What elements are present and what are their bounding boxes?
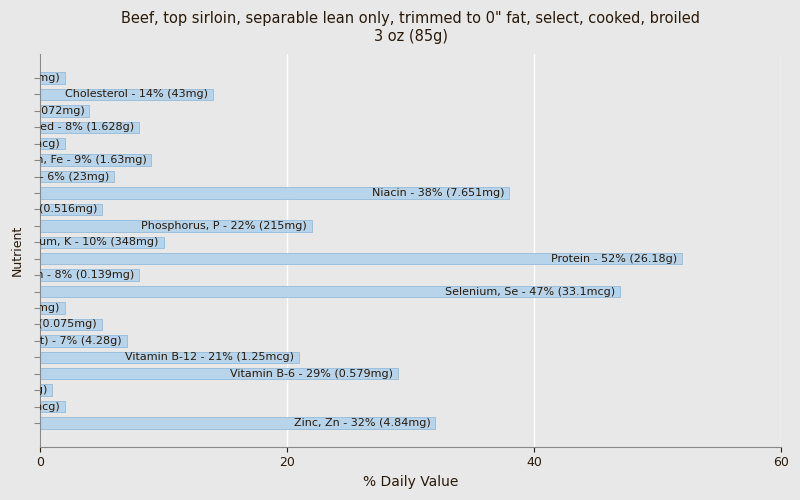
- Bar: [40, 318, 102, 330]
- Bar: [40, 368, 398, 380]
- Bar: [40, 270, 139, 281]
- Text: Total lipid (fat) - 7% (4.28g): Total lipid (fat) - 7% (4.28g): [0, 336, 122, 346]
- Bar: [40, 401, 65, 412]
- Bar: [40, 418, 435, 429]
- Bar: [40, 171, 114, 182]
- Text: Sodium, Na - 2% (56mg): Sodium, Na - 2% (56mg): [0, 303, 60, 313]
- Bar: [40, 204, 102, 215]
- Text: Copper, Cu - 4% (0.072mg): Copper, Cu - 4% (0.072mg): [0, 106, 85, 116]
- Text: Zinc, Zn - 32% (4.84mg): Zinc, Zn - 32% (4.84mg): [294, 418, 430, 428]
- Bar: [40, 220, 312, 232]
- Bar: [40, 286, 621, 298]
- Bar: [40, 122, 139, 133]
- Text: Iron, Fe - 9% (1.63mg): Iron, Fe - 9% (1.63mg): [22, 155, 146, 165]
- Text: Calcium, Ca - 2% (19mg): Calcium, Ca - 2% (19mg): [0, 73, 60, 83]
- Bar: [40, 72, 65, 84]
- X-axis label: % Daily Value: % Daily Value: [363, 475, 458, 489]
- Text: Vitamin B-12 - 21% (1.25mcg): Vitamin B-12 - 21% (1.25mcg): [126, 352, 294, 362]
- Text: Niacin - 38% (7.651mg): Niacin - 38% (7.651mg): [372, 188, 504, 198]
- Bar: [40, 236, 163, 248]
- Text: Magnesium, Mg - 6% (23mg): Magnesium, Mg - 6% (23mg): [0, 172, 110, 181]
- Bar: [40, 384, 53, 396]
- Text: Vitamin B-6 - 29% (0.579mg): Vitamin B-6 - 29% (0.579mg): [230, 368, 394, 378]
- Text: Protein - 52% (26.18g): Protein - 52% (26.18g): [551, 254, 678, 264]
- Text: Potassium, K - 10% (348mg): Potassium, K - 10% (348mg): [0, 238, 158, 248]
- Title: Beef, top sirloin, separable lean only, trimmed to 0" fat, select, cooked, broil: Beef, top sirloin, separable lean only, …: [121, 11, 700, 44]
- Text: Vitamin K (phylloquinone) - 2% (1.2mcg): Vitamin K (phylloquinone) - 2% (1.2mcg): [0, 402, 60, 411]
- Bar: [40, 302, 65, 314]
- Text: Selenium, Se - 47% (33.1mcg): Selenium, Se - 47% (33.1mcg): [446, 286, 615, 296]
- Text: Vitamin E (alpha-tocopherol) - 1% (0.33mg): Vitamin E (alpha-tocopherol) - 1% (0.33m…: [0, 385, 47, 395]
- Bar: [40, 187, 510, 198]
- Bar: [40, 352, 299, 363]
- Text: Pantothenic acid - 5% (0.516mg): Pantothenic acid - 5% (0.516mg): [0, 204, 97, 214]
- Y-axis label: Nutrient: Nutrient: [11, 225, 24, 276]
- Text: Phosphorus, P - 22% (215mg): Phosphorus, P - 22% (215mg): [141, 221, 306, 231]
- Text: Thiamin - 5% (0.075mg): Thiamin - 5% (0.075mg): [0, 320, 97, 330]
- Bar: [40, 105, 90, 117]
- Text: Fatty acids, total saturated - 8% (1.628g): Fatty acids, total saturated - 8% (1.628…: [0, 122, 134, 132]
- Bar: [40, 138, 65, 149]
- Bar: [40, 253, 682, 264]
- Bar: [40, 88, 213, 100]
- Text: Riboflavin - 8% (0.139mg): Riboflavin - 8% (0.139mg): [0, 270, 134, 280]
- Text: Cholesterol - 14% (43mg): Cholesterol - 14% (43mg): [65, 90, 208, 100]
- Bar: [40, 154, 151, 166]
- Bar: [40, 335, 126, 346]
- Text: Folate, total - 2% (8mcg): Folate, total - 2% (8mcg): [0, 138, 60, 148]
